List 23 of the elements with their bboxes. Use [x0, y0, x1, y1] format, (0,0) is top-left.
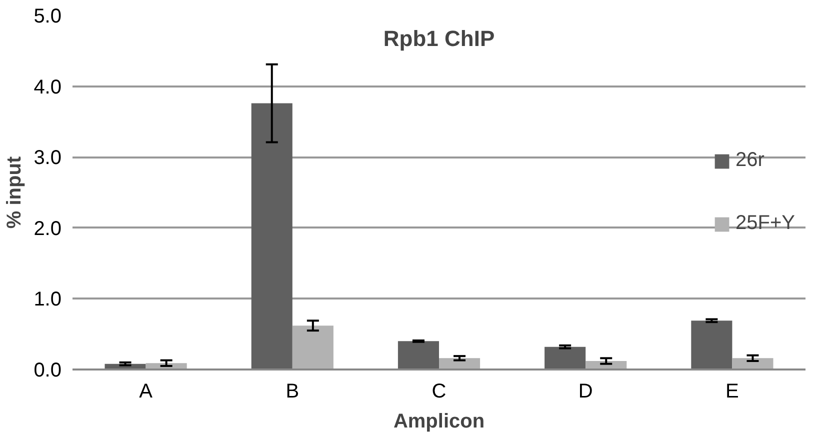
bar: [292, 326, 334, 370]
bar: [439, 358, 480, 370]
legend-label: 26r: [736, 149, 764, 172]
bar: [398, 341, 439, 370]
legend-label: 25F+Y: [736, 212, 795, 235]
bar: [691, 320, 732, 370]
y-tick-label: 3.0: [34, 147, 62, 170]
y-axis-title: % input: [4, 156, 26, 229]
x-tick-label: D: [578, 380, 593, 402]
bar: [251, 103, 292, 370]
x-tick-label: C: [432, 380, 446, 402]
bar: [544, 346, 586, 370]
x-axis-title: Amplicon: [393, 410, 485, 432]
y-tick-label: 4.0: [34, 76, 62, 98]
y-tick-label: 2.0: [34, 218, 62, 240]
text: Rpb1 ChIP: [383, 26, 495, 51]
bar: [732, 358, 774, 370]
x-tick-label: E: [726, 380, 739, 402]
y-tick-label: 0.0: [34, 360, 62, 382]
x-tick-label: B: [286, 380, 300, 402]
y-tick-label: 5.0: [34, 6, 62, 28]
y-tick-label: 1.0: [34, 288, 62, 311]
x-tick-label: A: [139, 380, 154, 402]
